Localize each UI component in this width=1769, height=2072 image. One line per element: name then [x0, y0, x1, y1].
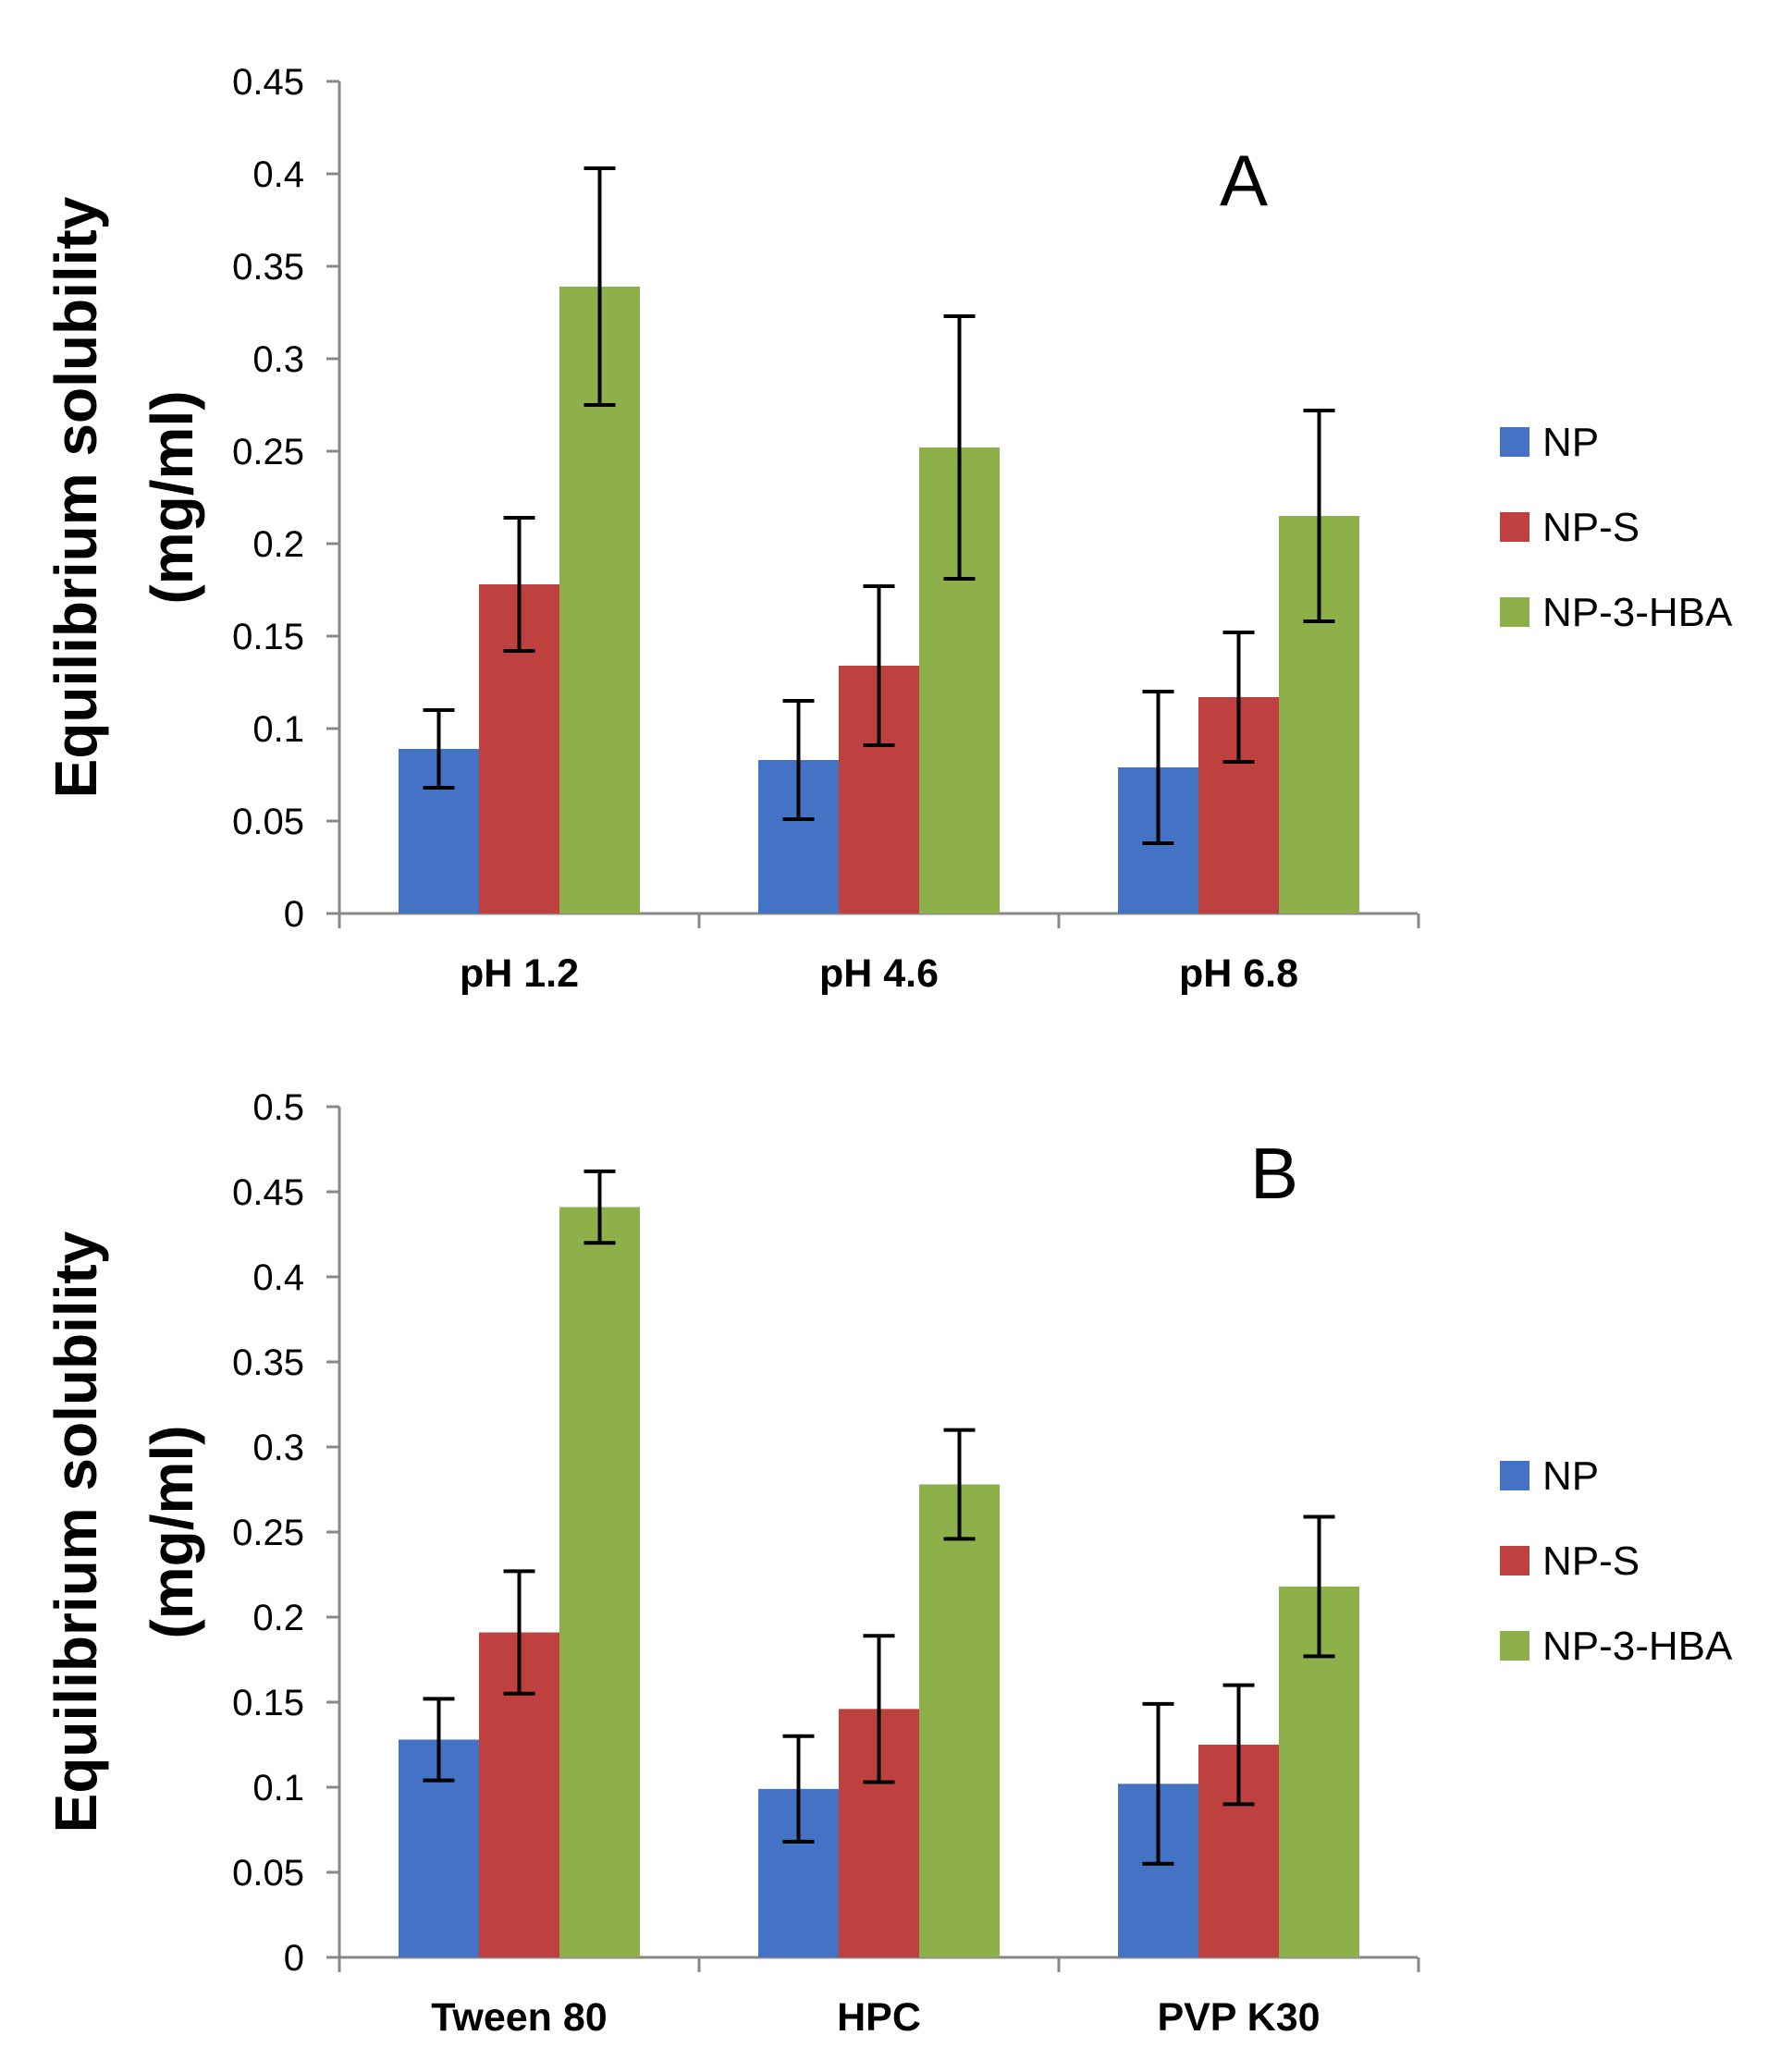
x-tick-label: Tween 80 — [431, 1995, 607, 2040]
x-tick-label: HPC — [837, 1995, 921, 2040]
y-tick-label: 0.2 — [252, 1598, 304, 1638]
legend-swatch-np-3-hba — [1500, 1631, 1529, 1661]
panel-b: 0 0.05 0.1 0.15 0.2 0.25 0.3 0.35 0.4 0.45 0.5 Twee… — [43, 1087, 1733, 2040]
y-tick-label: 0.1 — [252, 709, 304, 750]
y-tick-label: 0.3 — [252, 1428, 304, 1468]
legend-label: NP-S — [1542, 505, 1640, 550]
y-tick-label: 0.25 — [232, 432, 304, 472]
legend-label: NP-3-HBA — [1542, 1624, 1733, 1669]
y-tick-label: 0.45 — [232, 62, 304, 103]
legend-label: NP-S — [1542, 1539, 1640, 1584]
legend-swatch-np-s — [1500, 1546, 1529, 1575]
y-axis-label: Equilibrium solubility — [43, 196, 109, 798]
y-tick-label: 0.15 — [232, 617, 304, 657]
y-axis-label-units: (mg/ml) — [139, 390, 205, 604]
y-tick-label: 0.1 — [252, 1768, 304, 1808]
y-tick-label: 0.15 — [232, 1683, 304, 1723]
panel-a: 0 0.05 0.1 0.15 0.2 0.25 0.3 0.35 0.4 0.45 pH 1.2 p… — [43, 62, 1733, 996]
x-tick-label: PVP K30 — [1157, 1995, 1320, 2040]
y-tick-label: 0.5 — [252, 1087, 304, 1128]
bar-np-3-hba — [919, 1484, 1000, 1957]
x-tick-label: pH 1.2 — [460, 951, 579, 996]
legend-label: NP — [1542, 1453, 1599, 1499]
legend-swatch-np — [1500, 427, 1529, 457]
legend-swatch-np — [1500, 1461, 1529, 1490]
y-tick-label: 0 — [284, 894, 304, 935]
panel-label: A — [1220, 140, 1268, 221]
y-tick-label: 0.35 — [232, 1343, 304, 1383]
legend-swatch-np-s — [1500, 512, 1529, 542]
legend-label: NP-3-HBA — [1542, 590, 1733, 635]
y-tick-label: 0.05 — [232, 802, 304, 842]
y-tick-label: 0.2 — [252, 524, 304, 565]
y-tick-label: 0.25 — [232, 1513, 304, 1553]
x-tick-label: pH 4.6 — [819, 951, 939, 996]
y-tick-label: 0.05 — [232, 1853, 304, 1894]
x-tick-label: pH 6.8 — [1179, 951, 1298, 996]
y-axis-label: Equilibrium solubility — [43, 1231, 109, 1833]
bar-np-3-hba — [559, 1207, 640, 1957]
y-tick-label: 0.4 — [252, 154, 304, 195]
y-tick-label: 0.3 — [252, 339, 304, 380]
y-axis-label-units: (mg/ml) — [139, 1425, 205, 1638]
y-tick-label: 0.35 — [232, 247, 304, 288]
y-tick-label: 0 — [284, 1938, 304, 1979]
y-tick-label: 0.45 — [232, 1172, 304, 1213]
y-tick-label: 0.4 — [252, 1257, 304, 1298]
legend-swatch-np-3-hba — [1500, 597, 1529, 627]
panel-label: B — [1250, 1133, 1298, 1214]
legend-label: NP — [1542, 420, 1599, 465]
